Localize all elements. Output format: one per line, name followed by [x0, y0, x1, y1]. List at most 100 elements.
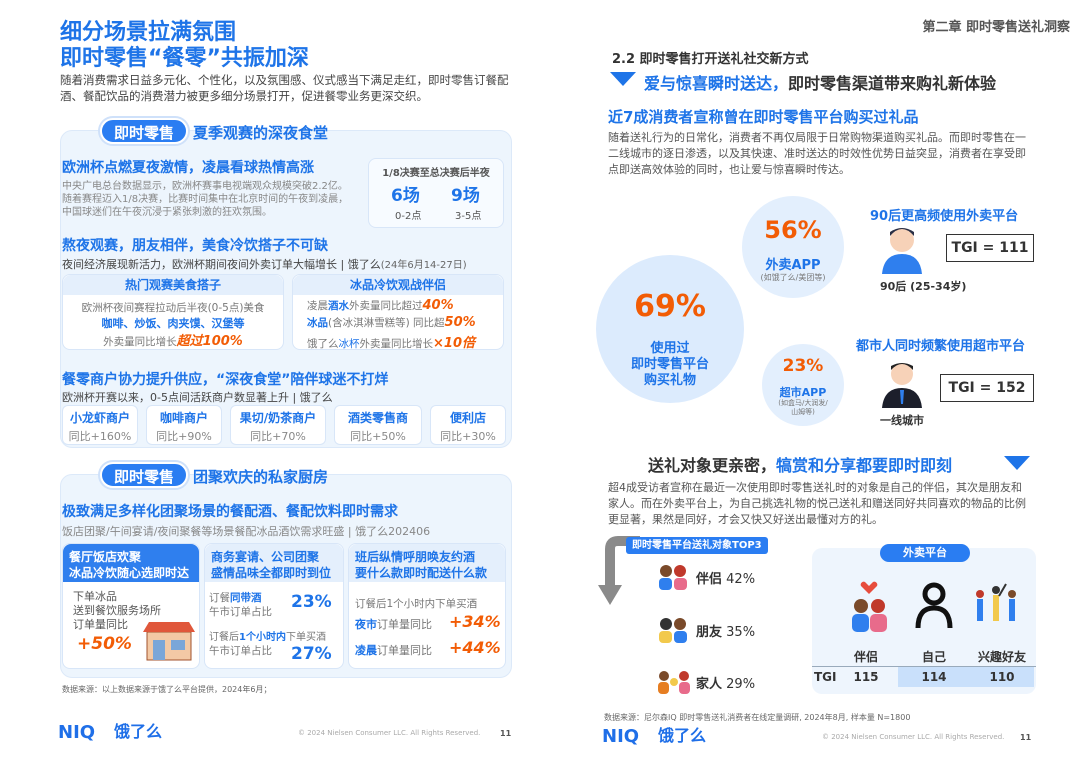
left-page: 细分场景拉满氛围 即时零售“餐零”共振加深 随着消费需求日益多元化、个性化，以及…	[58, 20, 512, 743]
banner-headline: 爱与惊喜瞬时送达，即时零售渠道带来购礼新体验	[644, 74, 997, 93]
section2-title: 团聚欢庆的私家厨房	[193, 468, 329, 486]
group2-title: 都市人同时频繁使用超市平台	[856, 339, 1026, 354]
group1-title: 90后更高频使用外卖平台	[870, 209, 1019, 224]
left-page-number: 11	[500, 729, 512, 738]
tgi-row-label: TGI	[814, 670, 837, 684]
food-card-line2: 咖啡、炒饭、肉夹馍、汉堡等	[101, 317, 245, 330]
night-market-growth: +34%	[449, 612, 501, 631]
triangle-down-icon	[1004, 456, 1030, 470]
s1-para2: 夜间经济展现新活力，欧洲杯期间夜间外卖订单大幅增长 | 饿了么(24年6月14-…	[62, 258, 467, 271]
niq-logo: NIQ	[58, 722, 96, 743]
after-work-card: 班后纵情呼朋唤友约酒 要什么款即时配送什么款 订餐后1个小时内下单买酒 夜市订单…	[348, 543, 506, 669]
tgi-col-label: 伴侣	[853, 650, 878, 664]
chapter-title: 第二章 即时零售送礼洞察	[922, 20, 1070, 35]
tgi-value: 114	[921, 670, 947, 684]
top3-title: 即时零售平台送礼对象TOP3	[626, 537, 768, 554]
merchant-tag: 小龙虾商户 同比+160%	[62, 405, 138, 445]
food-card-line3: 外卖量同比增长超过100%	[103, 334, 243, 349]
triangle-down-icon	[610, 72, 636, 86]
eleme-logo: 饿了么	[658, 726, 707, 745]
drink-card-line1: 凌晨酒水外卖量同比超过40%	[307, 298, 454, 313]
cold-drink-card: 冰品冷饮观战伴侣 凌晨酒水外卖量同比超过40% 冰品(含冰淇淋雪糕等) 同比超5…	[292, 274, 504, 351]
matches-3-5: 9场	[451, 186, 480, 206]
group2-label: 一线城市	[880, 414, 924, 427]
section1-title: 夏季观赛的深夜食堂	[193, 124, 329, 142]
food-card-line1: 欧洲杯夜间赛程拉动后半夜(0-5点)美食	[81, 302, 265, 314]
couple-heart-icon	[852, 581, 887, 632]
family-icon	[658, 671, 690, 694]
s1-para3: 欧洲杯开赛以来，0-5点间活跃商户数显著上升 | 饿了么	[62, 391, 333, 404]
supermarket-app-pct: 23%	[782, 356, 824, 376]
tgi-value: 115	[853, 670, 879, 684]
restaurant-title1: 餐厅饭店欢聚	[69, 550, 142, 564]
s1-heading3: 餐零商户协力提升供应，“深夜食堂”陪伴球迷不打烊	[62, 372, 389, 388]
arrow-down-icon	[598, 536, 640, 605]
merchant-tag: 便利店 同比+30%	[430, 405, 506, 445]
eleme-logo: 饿了么	[114, 722, 163, 741]
tgi-value: 110	[989, 670, 1015, 684]
merchant-tag: 咖啡商户 同比+90%	[146, 405, 222, 445]
couple-icon	[659, 565, 687, 590]
banquet-share2: 27%	[291, 644, 332, 664]
matches-0-2: 6场	[391, 186, 420, 206]
right-para1: 随着送礼行为的日常化，消费者不再仅局限于日常购物渠道购买礼品。而即时零售在一二线…	[608, 131, 1026, 176]
self-icon	[915, 582, 953, 629]
group1-label: 90后 (25-34岁)	[880, 280, 967, 293]
delivery-app-circle: 56% 外卖APP (如饿了么/美团等)	[742, 196, 844, 298]
platform-title: 外卖平台	[880, 544, 970, 562]
friends-icon	[659, 618, 687, 643]
young-man-icon	[882, 228, 922, 274]
top3-item: 家人 29%	[696, 677, 756, 692]
right-page: 第二章 即时零售送礼洞察 2.2 即时零售打开送礼社交新方式 爱与惊喜瞬时送达，…	[540, 0, 1080, 757]
drink-card-line3: 饿了么冰杯外卖量同比增长×10倍	[307, 336, 475, 351]
food-companion-card: 热门观赛美食搭子 欧洲杯夜间赛程拉动后半夜(0-5点)美食 咖啡、炒饭、肉夹馍、…	[62, 274, 284, 350]
top3-item: 朋友 35%	[696, 625, 756, 640]
banquet-share1: 23%	[291, 592, 332, 612]
top3-item: 伴侣 42%	[696, 572, 756, 587]
group1-tgi: TGI = 111	[946, 234, 1034, 262]
final-matches-box: 1/8决赛至总决赛后半夜 6场 0-2点 9场 3-5点	[368, 158, 504, 228]
gift-usage-pct: 69%	[634, 289, 706, 324]
drink-card-line2: 冰品(含冰淇淋雪糕等) 同比超50%	[307, 315, 476, 330]
matches-0-2-label: 0-2点	[395, 211, 422, 222]
right-page-number: 11	[1020, 733, 1032, 742]
section2-pill: 即时零售	[100, 462, 189, 488]
storefront-icon	[143, 622, 195, 661]
intro-text: 随着消费需求日益多元化、个性化，以及氛围感、仪式感当下满足走红，即时零售订餐配酒…	[60, 73, 509, 103]
right-para2: 超4成受访者宣称在最近一次使用即时零售送礼时的对象是自己的伴侣，其次是朋友和家人…	[608, 481, 1026, 526]
right-source: 数据来源：尼尔森IQ 即时零售送礼消费者在线定量调研, 2024年8月, 样本量…	[604, 713, 911, 722]
niq-logo: NIQ	[602, 726, 640, 747]
hobby-friends-icon	[976, 583, 1016, 621]
left-source: 数据来源：以上数据来源于饿了么平台提供，2024年6月；	[62, 685, 272, 694]
right-copyright: © 2024 Nielsen Consumer LLC. All Rights …	[822, 733, 1005, 741]
delivery-app-pct: 56%	[764, 216, 822, 244]
gift-usage-circle: 69% 使用过 即时零售平台 购买礼物	[596, 255, 744, 403]
page-title-line1: 细分场景拉满氛围	[60, 20, 237, 45]
restaurant-title2: 冰品冷饮随心选即时达	[69, 566, 190, 580]
final-matches-title: 1/8决赛至总决赛后半夜	[382, 168, 490, 179]
right-heading1: 近7成消费者宣称曾在即时零售平台购买过礼品	[608, 108, 919, 126]
tgi-col-label: 兴趣好友	[977, 650, 1026, 664]
page-title-line2: 即时零售“餐零”共振加深	[60, 46, 309, 71]
matches-3-5-label: 3-5点	[455, 211, 482, 222]
drink-card-title: 冰品冷饮观战伴侣	[293, 275, 503, 295]
merchant-tag: 果切/奶茶商户 同比+70%	[230, 405, 326, 445]
supermarket-app-circle: 23% 超市APP (如盒马/大润发/ 山姆等)	[762, 344, 844, 426]
s2-para1: 饭店团聚/午间宴请/夜间聚餐等场景餐配冰品酒饮需求旺盛 | 饿了么202406	[62, 525, 431, 538]
s2-heading1: 极致满足多样化团聚场景的餐配酒、餐配饮料即时需求	[62, 504, 398, 520]
merchant-tag: 酒类零售商 同比+50%	[334, 405, 422, 445]
tgi-col-label: 自己	[921, 650, 946, 664]
s1-heading1: 欧洲杯点燃夏夜激情，凌晨看球热情高涨	[62, 160, 314, 176]
group2-tgi: TGI = 152	[940, 374, 1034, 402]
businessman-icon	[882, 363, 922, 408]
restaurant-growth: +50%	[77, 634, 132, 654]
restaurant-card: 餐厅饭店欢聚 冰品冷饮随心选即时达 下单冰品 送到餐饮服务场所 订单量同比 +5…	[62, 543, 200, 669]
s1-para1: 中央广电总台数据显示，欧洲杯赛事电视端观众规模突破2.2亿。随着赛程迈入1/8决…	[62, 181, 349, 218]
s1-heading2: 熬夜观赛，朋友相伴，美食冷饮搭子不可缺	[62, 238, 328, 254]
food-card-title: 热门观赛美食搭子	[63, 275, 283, 295]
left-copyright: © 2024 Nielsen Consumer LLC. All Rights …	[298, 729, 481, 737]
business-banquet-card: 商务宴请、公司团聚 盛情品味全都即时到位 订餐同带酒 午市订单占比 23% 订餐…	[204, 543, 344, 669]
section1-pill: 即时零售	[100, 118, 189, 144]
early-morning-growth: +44%	[449, 638, 501, 657]
right-heading2: 送礼对象更亲密，犒赏和分享都要即时即刻	[648, 456, 953, 475]
